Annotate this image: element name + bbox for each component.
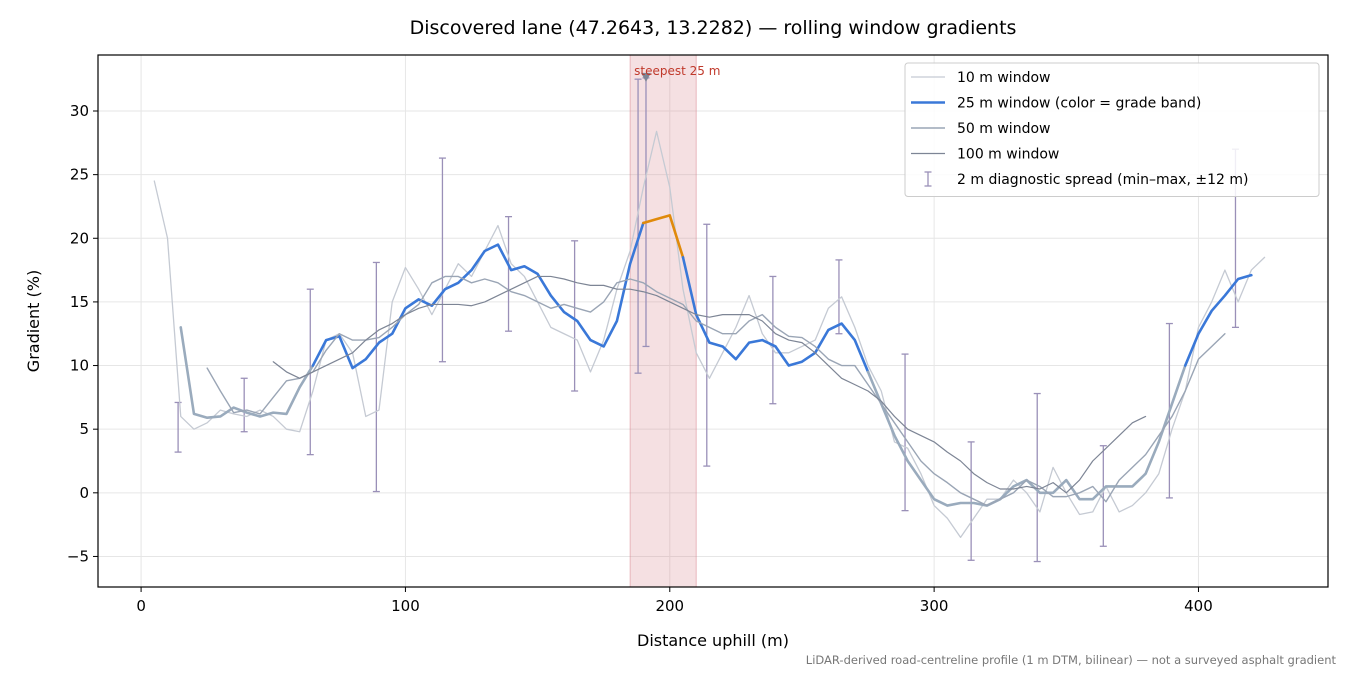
- error-bar: [769, 275, 777, 405]
- error-bar: [174, 401, 182, 453]
- x-tick-label: 0: [136, 597, 146, 615]
- steepest-marker: [640, 72, 651, 82]
- x-tick-label: 300: [920, 597, 949, 615]
- x-tick-label: 100: [391, 597, 420, 615]
- series-line: [1183, 273, 1253, 367]
- y-tick-label: 5: [79, 420, 89, 438]
- error-bar: [634, 78, 642, 374]
- series-line: [206, 275, 1226, 507]
- y-tick-label: 25: [70, 166, 89, 184]
- legend-box: [904, 62, 1320, 197]
- legend-label: 100 m window: [957, 147, 1059, 163]
- x-tick-label: 200: [655, 597, 684, 615]
- error-bar: [372, 261, 380, 493]
- series-line: [681, 256, 870, 374]
- error-bar: [240, 377, 248, 433]
- error-bar: [438, 157, 446, 363]
- plot-frame: [97, 54, 1329, 588]
- y-tick-label: 20: [70, 229, 89, 247]
- footnote: LiDAR-derived road-centreline profile (1…: [806, 653, 1337, 667]
- error-bar: [835, 259, 843, 335]
- highlight-label: steepest 25 m: [634, 64, 720, 78]
- x-tick-label: 400: [1184, 597, 1213, 615]
- y-axis-label: Gradient (%): [24, 270, 43, 372]
- y-tick-label: 15: [70, 293, 89, 311]
- series-line: [642, 214, 685, 259]
- error-bar: [571, 240, 579, 392]
- legend-label: 25 m window (color = grade band): [957, 96, 1201, 112]
- plot-area: [98, 55, 1328, 587]
- legend-label: 2 m diagnostic spread (min–max, ±12 m): [957, 172, 1248, 188]
- error-bar: [901, 353, 909, 512]
- series-line: [179, 326, 315, 420]
- x-axis-label: Distance uphill (m): [637, 631, 789, 650]
- series-line: [866, 364, 1187, 507]
- legend: 10 m window 25 m window (color = grade ba…: [904, 62, 1320, 197]
- y-tick-label: −5: [67, 547, 89, 565]
- error-bar: [703, 223, 711, 467]
- highlight-span: [629, 55, 697, 587]
- error-bar: [1099, 445, 1107, 547]
- legend-label: 10 m window: [957, 70, 1050, 86]
- chart-title: Discovered lane (47.2643, 13.2282) — rol…: [410, 17, 1017, 39]
- y-tick-label: 30: [70, 102, 89, 120]
- error-bar: [1033, 392, 1041, 563]
- series-line: [311, 221, 645, 370]
- legend-label: 50 m window: [957, 121, 1050, 137]
- series-line: [272, 275, 1147, 494]
- error-bar: [505, 215, 513, 332]
- error-bar: [967, 441, 975, 561]
- y-tick-label: 10: [70, 357, 89, 375]
- y-tick-label: 0: [79, 484, 89, 502]
